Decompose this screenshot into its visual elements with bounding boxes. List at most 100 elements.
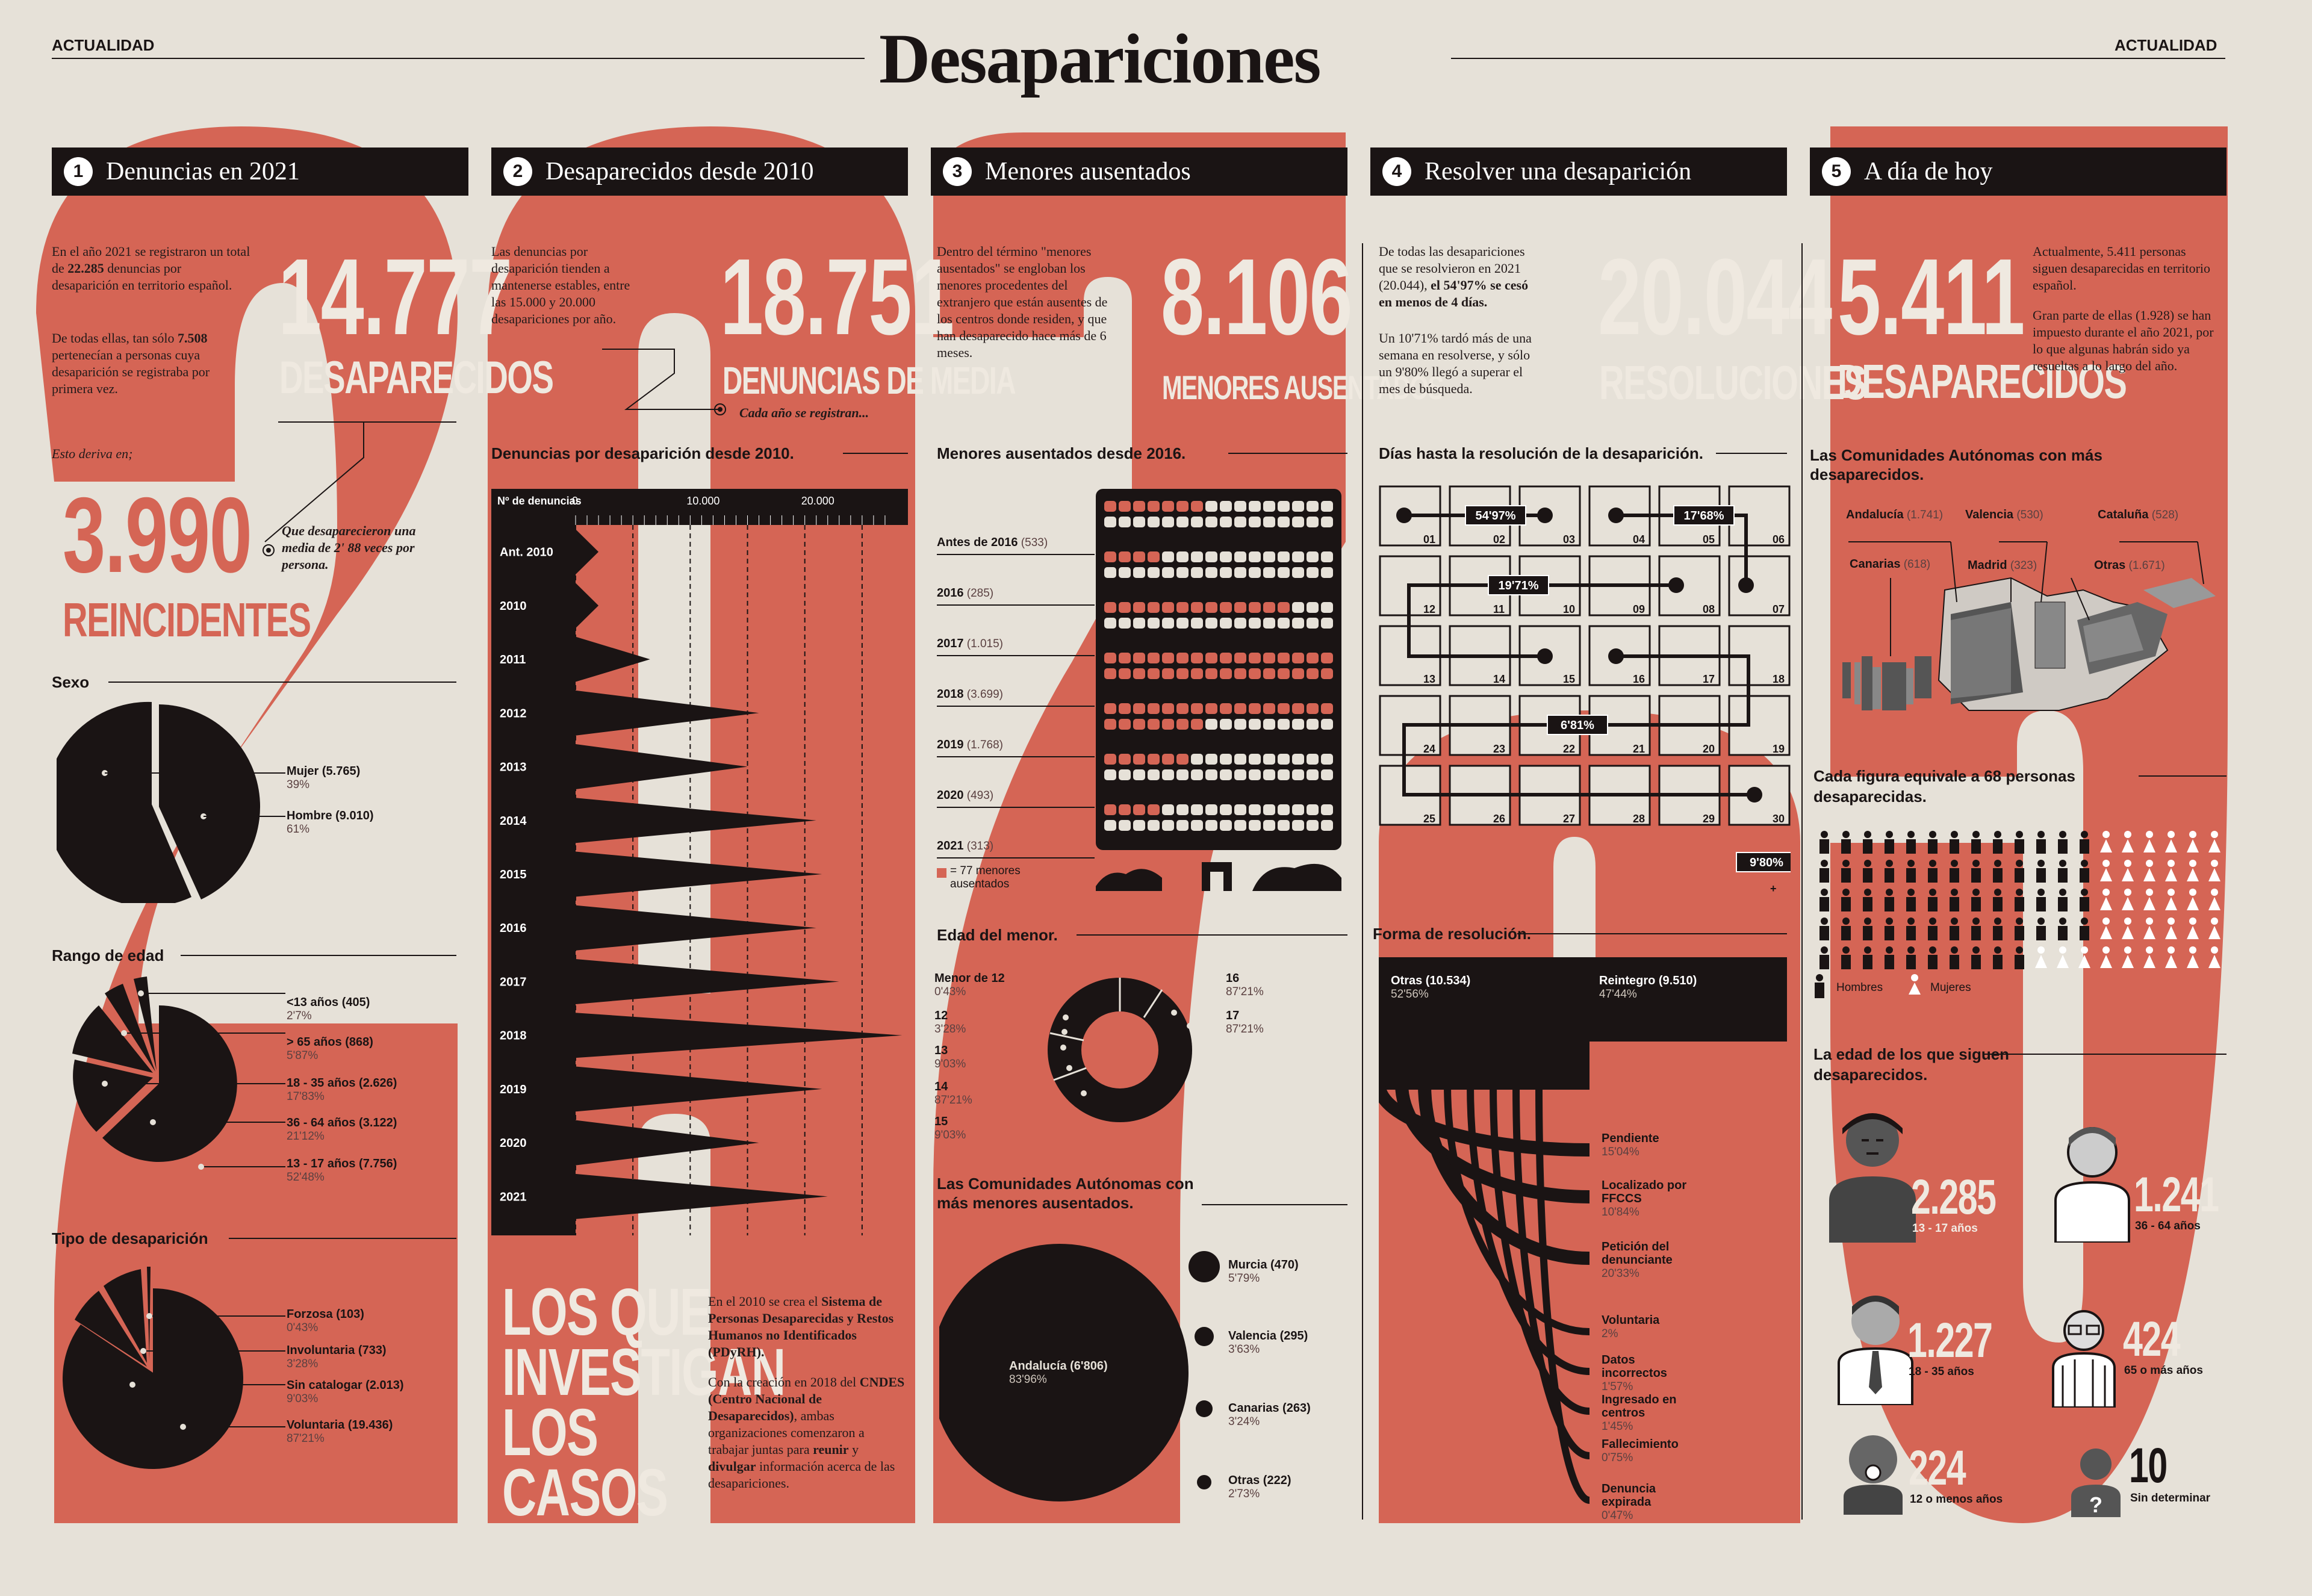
unit-dot	[1234, 551, 1246, 562]
s1-reinc-note: Que desaparecieron una media de 2' 88 ve…	[282, 523, 416, 572]
man-icon	[2058, 918, 2068, 940]
day-number: 05	[1703, 533, 1715, 545]
s3-chart-title: Menores ausentados desde 2016.	[937, 444, 1186, 462]
bar	[576, 636, 650, 682]
forma-label: Datos incorrectos 1'57%	[1602, 1353, 1667, 1393]
s2-chart-title: Denuncias por desaparición desde 2010.	[491, 444, 794, 462]
unit-dot	[1321, 551, 1333, 562]
legend-mujeres: Mujeres	[1930, 981, 1971, 994]
unit-dot	[1292, 501, 1304, 512]
unit-dot	[1205, 653, 1217, 663]
unit-dot	[1119, 719, 1131, 730]
section-label-left: ACTUALIDAD	[52, 36, 155, 54]
unit-dot	[1133, 719, 1145, 730]
unit-dot	[1234, 668, 1246, 679]
woman-icon	[2143, 860, 2155, 881]
unit-dot	[1292, 719, 1304, 730]
woman-icon	[2122, 946, 2134, 968]
s2-big-label: DENUNCIAS DE MEDIA	[722, 359, 1016, 402]
woman-icon	[2100, 918, 2112, 939]
woman-icon	[2208, 889, 2220, 910]
s5-intro: Actualmente, 5.411 personas siguen desap…	[2033, 244, 2211, 293]
unit-dot	[1191, 501, 1203, 512]
menores-row-label: 2016 (285)	[937, 586, 994, 600]
unit-dot	[1162, 567, 1174, 578]
unit-dot	[1191, 703, 1203, 714]
bar	[576, 1013, 903, 1058]
age-label-3: 65 o más años	[2124, 1364, 2203, 1377]
woman-icon	[2165, 946, 2177, 968]
unit-dot	[1278, 820, 1290, 831]
unit-dot	[1278, 719, 1290, 730]
day-number: 26	[1493, 813, 1505, 825]
man-icon	[1906, 946, 1916, 969]
divider	[1202, 1204, 1347, 1205]
s4-intro-2: Un 10'71% tardó más de una semana en res…	[1379, 331, 1532, 396]
category-label: 2017	[500, 975, 527, 989]
day-number: 23	[1493, 743, 1505, 755]
legend-man-icon	[1815, 974, 1824, 998]
bar	[576, 744, 748, 790]
s5-ccaa-title: Las Comunidades Autónomas con más desapa…	[1810, 446, 2102, 483]
page-title: Desapariciones	[879, 19, 1321, 98]
unit-dot	[1307, 602, 1319, 613]
woman-icon	[2143, 946, 2155, 968]
man-icon	[1841, 889, 1851, 911]
unit-dot	[1263, 618, 1275, 629]
section-number: 4	[1382, 157, 1411, 186]
tipo-pie	[62, 1267, 285, 1469]
man-icon	[1863, 831, 1872, 854]
man-icon	[2036, 831, 2046, 854]
man-icon	[1950, 889, 1959, 911]
unit-dot	[1249, 551, 1261, 562]
unit-dot	[1234, 820, 1246, 831]
age-value-4: 224	[1909, 1441, 1966, 1495]
edad-menor-1: 12 3'28%	[934, 1009, 966, 1036]
unit-dot	[1133, 769, 1145, 780]
unit-dot	[1205, 719, 1217, 730]
day-number: 17	[1703, 673, 1715, 685]
man-icon	[1971, 918, 1981, 940]
ccaa-legend-0: Murcia (470) 5'79%	[1228, 1258, 1299, 1285]
day-number: 18	[1773, 673, 1785, 685]
tipo-legend-0: Forzosa (103) 0'43%	[287, 1308, 364, 1334]
woman-icon	[2208, 860, 2220, 881]
unit-dot	[1220, 804, 1232, 815]
unit-dot	[1104, 551, 1116, 562]
unit-dot	[1220, 567, 1232, 578]
unit-dot	[1321, 501, 1333, 512]
woman-icon	[2122, 831, 2134, 852]
flow-arc	[1490, 1084, 1590, 1415]
section-2-header: 2 Desaparecidos desde 2010	[491, 147, 908, 196]
menores-row-label: Antes de 2016 (533)	[937, 536, 1048, 549]
unit-dot	[1133, 820, 1145, 831]
category-label: 2014	[500, 815, 527, 828]
day-number: 04	[1633, 533, 1645, 545]
unit-dot	[1278, 567, 1290, 578]
question-mark: ?	[2089, 1492, 2102, 1517]
unit-dot	[1176, 769, 1189, 780]
s1-reinc-label: REINCIDENTES	[63, 593, 311, 647]
day-number: 07	[1773, 603, 1785, 615]
unit-dot	[1263, 820, 1275, 831]
man-icon	[2080, 918, 2089, 940]
man-icon	[2015, 860, 2024, 883]
header-rule-left	[52, 58, 865, 59]
age-label-2: 18 - 35 años	[1909, 1365, 1974, 1378]
woman-icon	[2122, 860, 2134, 881]
unit-dot	[1148, 820, 1160, 831]
unit-dot	[1148, 653, 1160, 663]
unit-dot	[1119, 602, 1131, 613]
ccaa-bubbles	[939, 1244, 1220, 1501]
unit-dot	[1191, 551, 1203, 562]
unit-dot	[1191, 618, 1203, 629]
map-label-cataluna: Cataluña (528)	[2098, 508, 2179, 521]
man-icon	[1928, 918, 1938, 940]
category-label: Ant. 2010	[500, 546, 553, 559]
woman-icon	[2187, 860, 2199, 881]
map-label-canarias: Canarias (618)	[1850, 557, 1931, 571]
man-icon	[2080, 889, 2089, 911]
woman-icon	[2187, 831, 2199, 852]
unit-dot	[1263, 703, 1275, 714]
